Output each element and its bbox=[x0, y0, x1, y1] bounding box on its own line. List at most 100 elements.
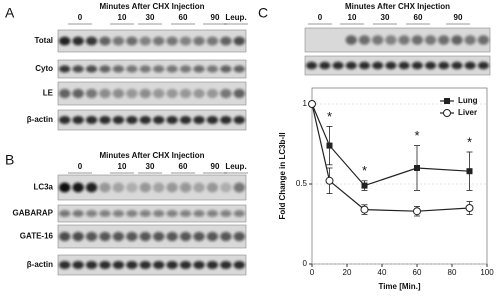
band bbox=[139, 182, 151, 193]
band bbox=[112, 88, 125, 99]
data-point bbox=[325, 176, 334, 185]
data-point bbox=[414, 165, 420, 171]
band bbox=[220, 182, 232, 193]
blot-bands bbox=[59, 231, 245, 242]
band bbox=[345, 61, 357, 70]
band bbox=[59, 231, 71, 242]
band bbox=[233, 261, 245, 269]
panel-title: Minutes After CHX Injection bbox=[345, 2, 450, 11]
band bbox=[179, 210, 192, 217]
band bbox=[398, 35, 410, 45]
band bbox=[220, 231, 232, 242]
blot-bands bbox=[59, 261, 245, 269]
band bbox=[464, 61, 476, 70]
band bbox=[139, 65, 151, 73]
data-point bbox=[413, 207, 421, 216]
blot-bands bbox=[59, 116, 245, 124]
band bbox=[153, 88, 165, 99]
lane-label: 60 bbox=[414, 13, 423, 22]
band bbox=[139, 210, 151, 217]
band bbox=[112, 261, 125, 269]
band bbox=[139, 261, 151, 269]
band bbox=[451, 35, 463, 45]
band bbox=[438, 61, 450, 70]
band bbox=[139, 231, 151, 242]
band bbox=[319, 61, 331, 70]
x-tick-label: 0 bbox=[310, 268, 315, 277]
band bbox=[233, 231, 245, 242]
y-axis-label: Fold Change in LC3b-II bbox=[278, 132, 287, 219]
band bbox=[206, 231, 219, 242]
band bbox=[193, 116, 205, 124]
band bbox=[179, 231, 192, 242]
band bbox=[126, 88, 138, 99]
blot-strip bbox=[57, 254, 247, 276]
data-point bbox=[443, 109, 451, 117]
lane-label: 10 bbox=[118, 162, 127, 171]
band bbox=[72, 210, 84, 217]
x-tick-label: 40 bbox=[378, 268, 387, 277]
lane-label: 60 bbox=[179, 162, 188, 171]
band bbox=[398, 61, 410, 70]
band bbox=[358, 35, 371, 45]
band bbox=[332, 61, 344, 70]
band bbox=[179, 261, 192, 269]
band bbox=[139, 36, 151, 46]
lane-label: 60 bbox=[179, 13, 188, 22]
band bbox=[99, 261, 111, 269]
series-line bbox=[311, 103, 470, 212]
band bbox=[166, 88, 178, 99]
blot-bands bbox=[345, 35, 489, 45]
band bbox=[220, 116, 232, 124]
band bbox=[72, 88, 84, 99]
band bbox=[385, 35, 397, 45]
row-label: β-actin bbox=[27, 115, 53, 124]
band bbox=[72, 231, 84, 242]
band bbox=[306, 61, 318, 70]
x-tick-label: 20 bbox=[343, 268, 352, 277]
band bbox=[220, 261, 232, 269]
band bbox=[193, 65, 205, 73]
band bbox=[126, 261, 138, 269]
band bbox=[153, 210, 165, 217]
band bbox=[424, 61, 437, 70]
band bbox=[85, 210, 98, 217]
band bbox=[153, 65, 165, 73]
data-point bbox=[326, 142, 333, 149]
y-tick-label: 0.5 bbox=[296, 179, 308, 188]
band bbox=[72, 182, 84, 193]
band bbox=[206, 210, 219, 217]
band bbox=[193, 88, 205, 99]
blot-bands bbox=[59, 65, 245, 73]
band bbox=[206, 36, 219, 46]
band bbox=[477, 35, 489, 45]
band bbox=[385, 61, 397, 70]
band bbox=[179, 116, 192, 124]
blot-strip bbox=[57, 81, 247, 106]
band bbox=[59, 116, 71, 124]
band bbox=[233, 65, 245, 73]
band bbox=[179, 65, 192, 73]
band bbox=[139, 88, 151, 99]
band bbox=[126, 210, 138, 217]
row-label: LE bbox=[43, 89, 54, 98]
band bbox=[220, 88, 232, 99]
band bbox=[153, 231, 165, 242]
annotation: * bbox=[414, 128, 419, 143]
band bbox=[220, 65, 232, 73]
blot-strip bbox=[57, 204, 247, 223]
blot-bands bbox=[59, 88, 245, 99]
band bbox=[99, 88, 111, 99]
band bbox=[206, 116, 219, 124]
band bbox=[166, 261, 178, 269]
band bbox=[166, 210, 178, 217]
band bbox=[99, 36, 111, 46]
row-label: GATE-16 bbox=[20, 232, 54, 241]
band bbox=[59, 182, 71, 193]
band bbox=[112, 210, 125, 217]
band bbox=[206, 261, 219, 269]
lane-label: 0 bbox=[78, 13, 83, 22]
x-tick-label: 80 bbox=[448, 268, 457, 277]
band bbox=[112, 231, 125, 242]
band bbox=[85, 116, 98, 124]
